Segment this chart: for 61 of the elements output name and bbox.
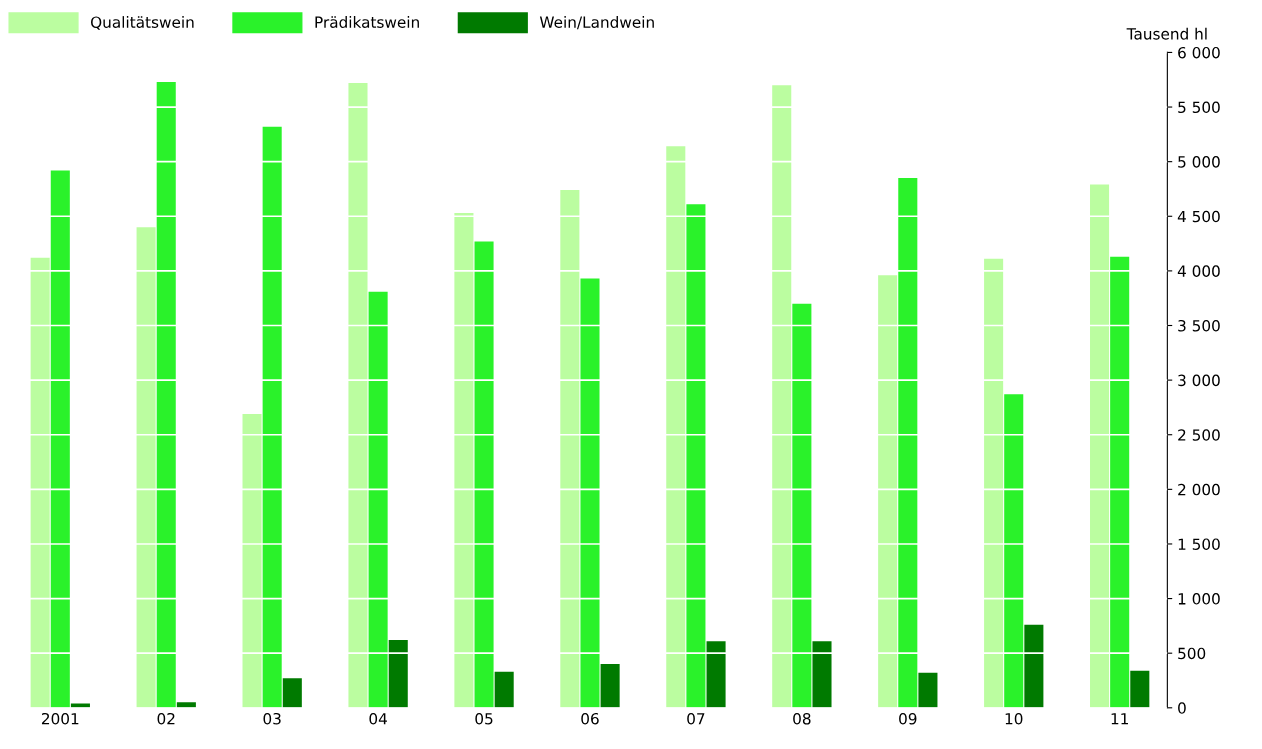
bar bbox=[666, 146, 686, 708]
legend-label: Prädikatswein bbox=[315, 16, 419, 28]
bar bbox=[1024, 624, 1044, 708]
bar bbox=[262, 126, 282, 708]
y-tick-label: 2 000 bbox=[1178, 483, 1220, 496]
y-tick-label: 2 500 bbox=[1178, 429, 1220, 441]
bar bbox=[898, 178, 918, 708]
y-tick-label: 6 000 bbox=[1178, 46, 1220, 59]
legend-label: Qualitätswein bbox=[91, 16, 194, 30]
bar bbox=[1110, 256, 1130, 708]
x-tick-label: 05 bbox=[475, 712, 493, 725]
x-tick-label: 04 bbox=[369, 712, 387, 725]
bar bbox=[706, 641, 726, 708]
x-tick-label: 03 bbox=[263, 712, 281, 725]
bar bbox=[242, 413, 262, 708]
bar bbox=[792, 303, 812, 708]
bar bbox=[70, 703, 90, 708]
x-tick-label: 09 bbox=[899, 712, 917, 725]
bar bbox=[1130, 670, 1150, 708]
bar bbox=[1090, 184, 1110, 708]
bar bbox=[30, 257, 50, 708]
y-tick-label: 5 000 bbox=[1178, 156, 1220, 168]
bar bbox=[494, 671, 514, 708]
y-tick-label: 5 500 bbox=[1178, 101, 1220, 114]
y-tick-label: 3 000 bbox=[1178, 374, 1220, 387]
bar bbox=[474, 241, 494, 708]
bar bbox=[812, 641, 832, 708]
bar bbox=[282, 678, 302, 708]
bar bbox=[560, 190, 580, 708]
y-axis-title: Tausend hl bbox=[1126, 27, 1207, 40]
x-tick-label: 11 bbox=[1111, 713, 1128, 725]
bar bbox=[176, 702, 196, 708]
y-tick-label: 500 bbox=[1178, 647, 1206, 660]
y-tick-label: 4 000 bbox=[1177, 265, 1220, 277]
x-tick-label: 06 bbox=[581, 712, 599, 725]
x-tick-label: 08 bbox=[793, 712, 811, 725]
x-tick-label: 10 bbox=[1005, 712, 1023, 725]
bar bbox=[156, 81, 176, 708]
bar bbox=[984, 258, 1004, 708]
bar bbox=[878, 275, 898, 708]
bar bbox=[686, 204, 706, 708]
y-tick-label: 4 500 bbox=[1177, 210, 1220, 223]
bar bbox=[600, 664, 620, 708]
y-tick-label: 1 500 bbox=[1178, 538, 1220, 550]
bar bbox=[918, 672, 938, 708]
bar bbox=[454, 213, 474, 708]
y-tick-label: 1 000 bbox=[1178, 593, 1220, 605]
bar bbox=[580, 278, 600, 708]
bar bbox=[772, 85, 792, 708]
x-tick-label: 2001 bbox=[41, 712, 79, 725]
y-tick-label: 0 bbox=[1178, 702, 1186, 714]
bar bbox=[50, 170, 70, 708]
legend-label: Wein/Landwein bbox=[539, 16, 654, 30]
y-tick-label: 3 500 bbox=[1178, 319, 1220, 332]
bar bbox=[1004, 394, 1024, 708]
bar bbox=[388, 640, 408, 708]
bar bbox=[348, 83, 368, 708]
x-tick-label: 07 bbox=[687, 712, 705, 725]
bar bbox=[368, 291, 388, 708]
x-tick-label: 02 bbox=[157, 712, 175, 725]
bar bbox=[136, 227, 156, 708]
